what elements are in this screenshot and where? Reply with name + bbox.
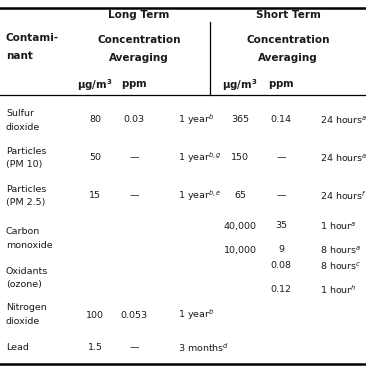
Text: 24 hours$^{a}$: 24 hours$^{a}$ (320, 114, 366, 126)
Text: $\mathbf{\mu g/m^3}$: $\mathbf{\mu g/m^3}$ (77, 77, 113, 93)
Text: 24 hours$^{f}$: 24 hours$^{f}$ (320, 190, 366, 202)
Text: Particles: Particles (6, 147, 46, 155)
Text: —: — (129, 344, 139, 352)
Text: 35: 35 (275, 221, 287, 230)
Text: 0.053: 0.053 (120, 311, 147, 319)
Text: 0.03: 0.03 (123, 115, 145, 125)
Text: —: — (129, 191, 139, 200)
Text: 1 year$^{b,g}$: 1 year$^{b,g}$ (178, 151, 222, 165)
Text: 80: 80 (89, 115, 101, 125)
Text: 0.14: 0.14 (270, 115, 291, 125)
Text: —: — (129, 154, 139, 162)
Text: 0.08: 0.08 (270, 262, 291, 270)
Text: Nitrogen: Nitrogen (6, 303, 47, 312)
Text: 365: 365 (231, 115, 249, 125)
Text: 10,000: 10,000 (224, 246, 257, 255)
Text: 0.12: 0.12 (270, 286, 291, 295)
Text: 3 months$^{d}$: 3 months$^{d}$ (178, 342, 229, 354)
Text: dioxide: dioxide (6, 122, 40, 131)
Text: 1 year$^{b,e}$: 1 year$^{b,e}$ (178, 189, 222, 203)
Text: (PM 10): (PM 10) (6, 161, 42, 170)
Text: dioxide: dioxide (6, 318, 40, 326)
Text: 65: 65 (234, 191, 246, 200)
Text: nant: nant (6, 51, 33, 61)
Text: 1 hour$^{h}$: 1 hour$^{h}$ (320, 284, 356, 296)
Text: 8 hours$^{a}$: 8 hours$^{a}$ (320, 244, 362, 256)
Text: Concentration: Concentration (246, 35, 330, 45)
Text: Sulfur: Sulfur (6, 108, 34, 118)
Text: Short Term: Short Term (255, 10, 321, 20)
Text: 1 year$^{b}$: 1 year$^{b}$ (178, 308, 214, 322)
Text: 9: 9 (278, 246, 284, 255)
Text: Long Term: Long Term (108, 10, 170, 20)
Text: 1 year$^{b}$: 1 year$^{b}$ (178, 113, 214, 127)
Text: 1 hour$^{a}$: 1 hour$^{a}$ (320, 220, 356, 232)
Text: 1.5: 1.5 (87, 344, 102, 352)
Text: $\mathbf{\mu g/m^3}$: $\mathbf{\mu g/m^3}$ (222, 77, 258, 93)
Text: (ozone): (ozone) (6, 280, 42, 289)
Text: Oxidants: Oxidants (6, 266, 48, 276)
Text: $\mathbf{ppm}$: $\mathbf{ppm}$ (268, 79, 294, 91)
Text: 15: 15 (89, 191, 101, 200)
Text: 8 hours$^{c}$: 8 hours$^{c}$ (320, 260, 361, 272)
Text: (PM 2.5): (PM 2.5) (6, 198, 45, 207)
Text: Averaging: Averaging (109, 53, 169, 63)
Text: $\mathbf{ppm}$: $\mathbf{ppm}$ (121, 79, 147, 91)
Text: 50: 50 (89, 154, 101, 162)
Text: 150: 150 (231, 154, 249, 162)
Text: —: — (276, 154, 286, 162)
Text: 100: 100 (86, 311, 104, 319)
Text: Particles: Particles (6, 184, 46, 194)
Text: Averaging: Averaging (258, 53, 318, 63)
Text: 40,000: 40,000 (224, 221, 257, 230)
Text: monoxide: monoxide (6, 240, 53, 250)
Text: —: — (276, 191, 286, 200)
Text: 24 hours$^{a}$: 24 hours$^{a}$ (320, 152, 366, 164)
Text: Concentration: Concentration (97, 35, 181, 45)
Text: Carbon: Carbon (6, 227, 40, 236)
Text: Contami-: Contami- (6, 33, 59, 43)
Text: Lead: Lead (6, 344, 29, 352)
